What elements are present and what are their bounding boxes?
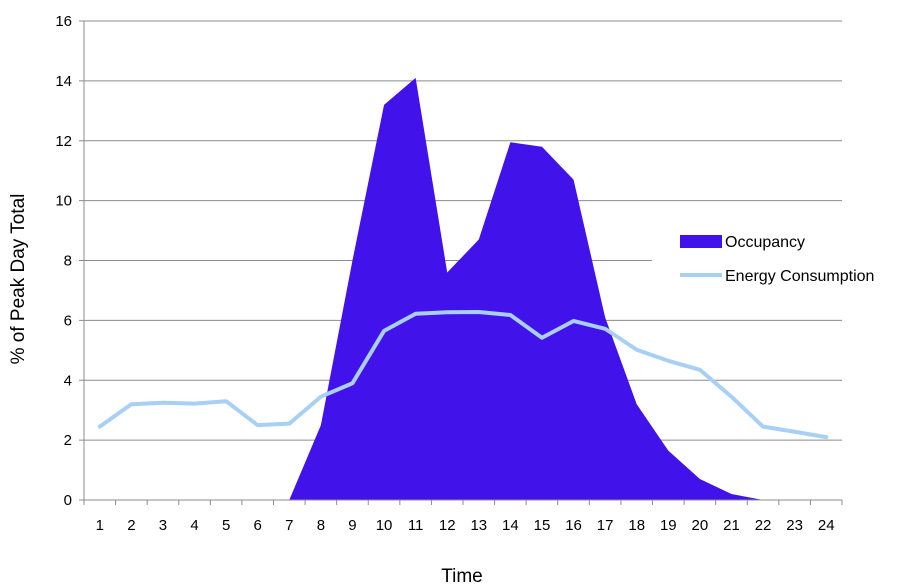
y-tick-label-5: 10: [55, 193, 72, 210]
x-tick-label-2: 3: [159, 517, 167, 534]
axes: [79, 20, 843, 505]
legend-swatch-occupancy: [680, 235, 722, 248]
series-line-energy-consumption: [97, 309, 829, 440]
x-tick-label-6: 7: [285, 517, 293, 534]
y-tick-labels: 0 2 4 6 8 10 12 14 16: [55, 13, 72, 509]
x-tick-label-7: 8: [317, 517, 325, 534]
legend-label-energy-consumption: Energy Consumption: [725, 268, 874, 285]
y-tick-label-3: 6: [64, 312, 72, 329]
x-tick-label-17: 18: [628, 517, 645, 534]
x-tick-label-21: 22: [755, 517, 772, 534]
x-tick-label-18: 19: [660, 517, 677, 534]
x-tick-label-23: 24: [818, 517, 835, 534]
x-tick-label-19: 20: [692, 517, 709, 534]
x-tick-label-8: 9: [348, 517, 356, 534]
x-tick-label-0: 1: [96, 517, 104, 534]
x-tick-label-1: 2: [127, 517, 135, 534]
y-tick-label-8: 16: [55, 13, 72, 30]
legend-label-occupancy: Occupancy: [725, 234, 805, 251]
y-tick-label-1: 2: [64, 432, 72, 449]
legend: Occupancy Energy Consumption: [652, 225, 913, 295]
x-tick-label-16: 17: [597, 517, 614, 534]
series-area-occupancy: [289, 77, 764, 500]
y-tick-label-2: 4: [64, 372, 72, 389]
x-tick-label-22: 23: [786, 517, 803, 534]
y-tick-label-0: 0: [64, 492, 72, 509]
x-tick-label-3: 4: [190, 517, 198, 534]
x-tick-label-11: 12: [439, 517, 456, 534]
y-tick-label-7: 14: [55, 73, 72, 90]
y-tick-label-4: 8: [64, 253, 72, 270]
x-tick-label-12: 13: [470, 517, 487, 534]
occupancy-area-layer: [289, 77, 764, 500]
x-axis-title: Time: [441, 566, 483, 587]
x-tick-label-10: 11: [408, 517, 424, 534]
y-tick-label-6: 12: [55, 133, 72, 150]
x-tick-labels: 1 2 3 4 5 6 7 8 9 10 11 12 13 14 15 16 17 18 19 20 21 22 23 24: [96, 517, 835, 534]
x-tick-label-5: 6: [254, 517, 262, 534]
x-tick-label-15: 16: [565, 517, 582, 534]
x-tick-label-4: 5: [222, 517, 230, 534]
x-tick-label-20: 21: [723, 517, 740, 534]
y-axis-title: % of Peak Day Total: [8, 194, 29, 365]
x-tick-label-9: 10: [376, 517, 393, 534]
x-tick-label-13: 14: [502, 517, 519, 534]
energy-line-layer: [97, 309, 829, 440]
x-tick-label-14: 15: [534, 517, 551, 534]
